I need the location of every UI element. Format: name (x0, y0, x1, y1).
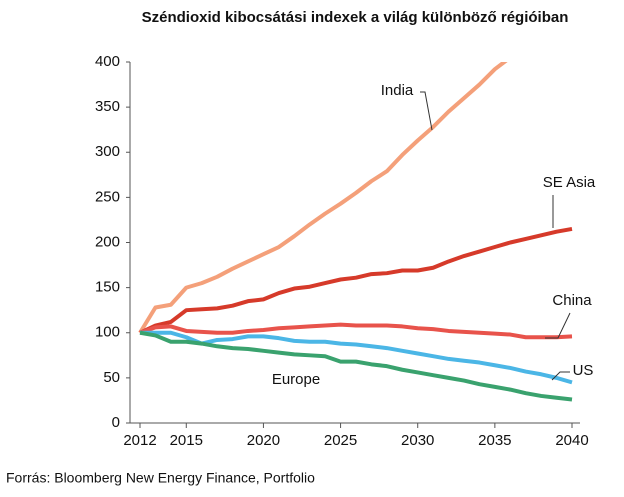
series-label: India (381, 82, 414, 99)
series-line (139, 322, 573, 340)
series-label: SE Asia (543, 174, 596, 191)
y-tick-label: 0 (112, 414, 120, 431)
y-tick-label: 150 (95, 279, 120, 296)
series-label: China (552, 292, 592, 309)
x-tick-label: 2025 (324, 432, 357, 449)
y-tick-label: 50 (103, 369, 120, 386)
y-tick-label: 350 (95, 98, 120, 115)
series-label: US (573, 362, 594, 379)
source: Forrás: Bloomberg New Energy Finance, Po… (6, 470, 315, 486)
y-tick-label: 400 (95, 53, 120, 70)
x-tick-label: 2020 (247, 432, 280, 449)
series-line (139, 330, 573, 402)
leader-line (420, 91, 433, 131)
chart-title: Széndioxid kibocsátási indexek a világ k… (142, 9, 569, 26)
x-tick-label: 2012 (123, 432, 156, 449)
series-line (140, 330, 573, 385)
leader-line (545, 312, 571, 339)
x-tick-label: 2015 (170, 432, 203, 449)
series-line (138, 62, 508, 334)
series-label: Europe (272, 371, 320, 388)
y-tick-label: 250 (95, 188, 120, 205)
y-tick-label: 100 (95, 324, 120, 341)
x-tick-label: 2030 (401, 432, 434, 449)
y-tick-label: 300 (95, 143, 120, 160)
x-tick-label: 2040 (555, 432, 588, 449)
series-line (139, 226, 573, 335)
plot-area (138, 62, 573, 402)
leader-line (551, 371, 570, 381)
y-tick-label: 200 (95, 233, 120, 250)
x-tick-label: 2035 (478, 432, 511, 449)
